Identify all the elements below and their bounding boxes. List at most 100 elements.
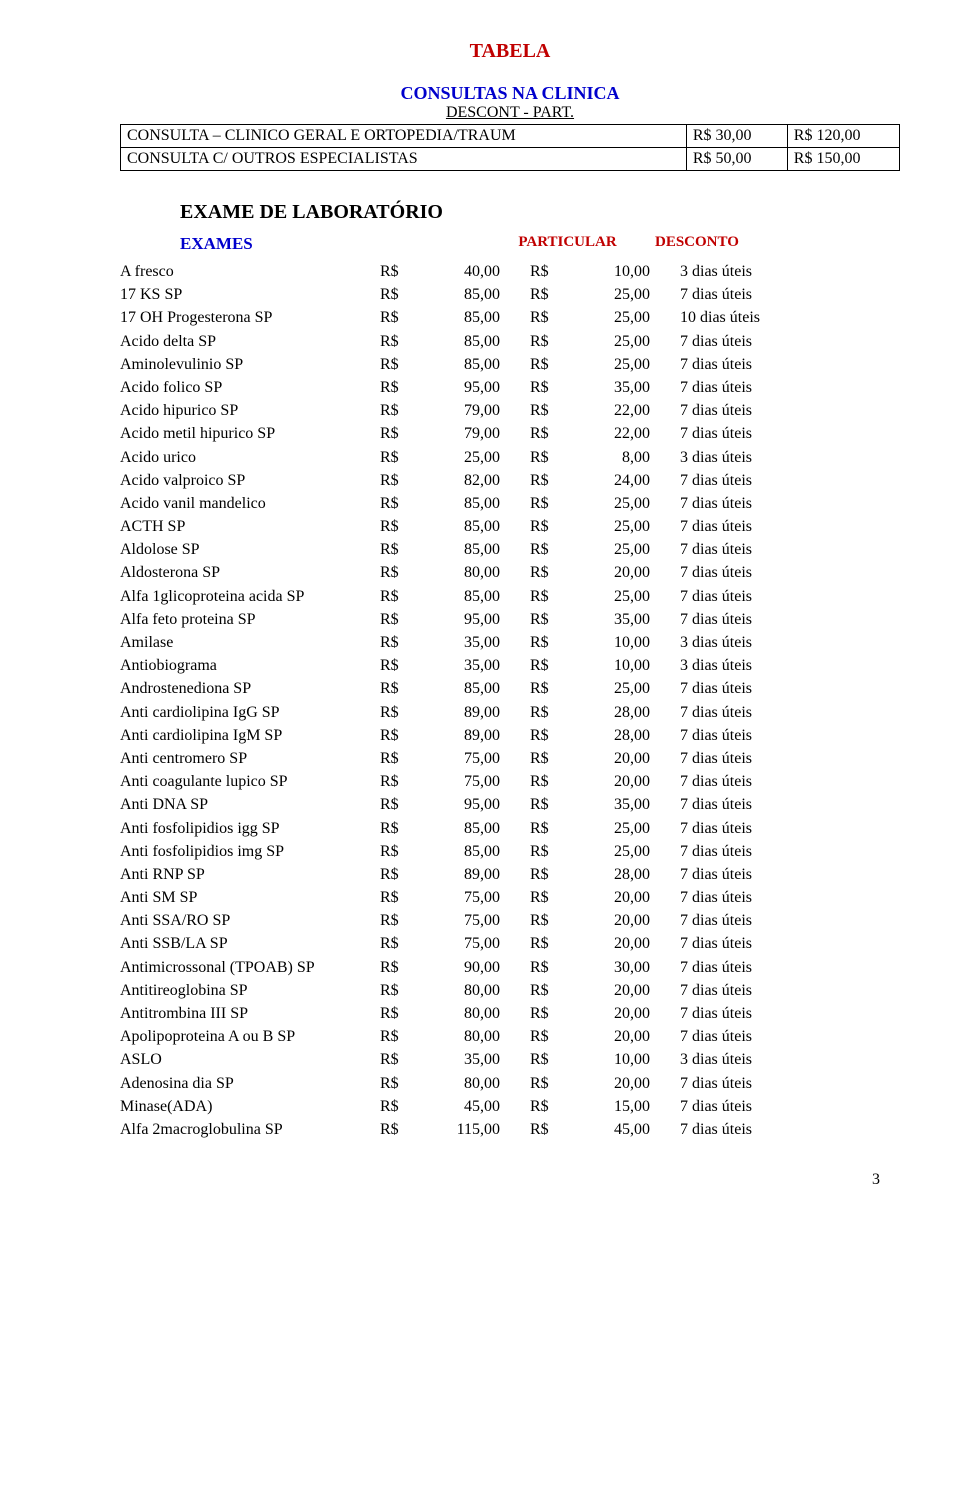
lab-currency-particular: R$ (380, 1118, 420, 1141)
lab-currency-discount: R$ (530, 538, 570, 561)
lab-row: Anti centromero SPR$75,00R$20,007 dias ú… (120, 747, 900, 770)
lab-particular-value: 25,00 (420, 446, 530, 469)
lab-exam-name: Antitrombina III SP (120, 1002, 380, 1025)
lab-exam-name: Acido vanil mandelico (120, 492, 380, 515)
consult-discount: R$ 30,00 (686, 125, 787, 148)
lab-particular-value: 80,00 (420, 1072, 530, 1095)
lab-discount-value: 35,00 (570, 376, 680, 399)
lab-currency-discount: R$ (530, 1025, 570, 1048)
lab-table-body: A frescoR$40,00R$10,003 dias úteis17 KS … (120, 260, 900, 1141)
lab-row: Acido folico SPR$95,00R$35,007 dias útei… (120, 376, 900, 399)
lab-term: 7 dias úteis (680, 956, 900, 979)
lab-currency-discount: R$ (530, 330, 570, 353)
lab-currency-discount: R$ (530, 932, 570, 955)
lab-particular-value: 80,00 (420, 561, 530, 584)
lab-exam-name: Anti RNP SP (120, 863, 380, 886)
consult-table: CONSULTA – CLINICO GERAL E ORTOPEDIA/TRA… (120, 124, 900, 171)
lab-exam-name: Anti centromero SP (120, 747, 380, 770)
lab-currency-particular: R$ (380, 585, 420, 608)
lab-term: 7 dias úteis (680, 422, 900, 445)
lab-exam-name: Aminolevulinio SP (120, 353, 380, 376)
lab-currency-particular: R$ (380, 376, 420, 399)
lab-term: 7 dias úteis (680, 538, 900, 561)
lab-currency-discount: R$ (530, 654, 570, 677)
lab-currency-particular: R$ (380, 353, 420, 376)
lab-particular-value: 85,00 (420, 306, 530, 329)
lab-exam-name: Acido delta SP (120, 330, 380, 353)
lab-discount-value: 15,00 (570, 1095, 680, 1118)
lab-term: 7 dias úteis (680, 1025, 900, 1048)
lab-term: 7 dias úteis (680, 1095, 900, 1118)
lab-particular-value: 115,00 (420, 1118, 530, 1141)
lab-currency-discount: R$ (530, 585, 570, 608)
lab-currency-discount: R$ (530, 608, 570, 631)
lab-exam-name: Adenosina dia SP (120, 1072, 380, 1095)
lab-term: 7 dias úteis (680, 608, 900, 631)
lab-exam-name: Alfa 2macroglobulina SP (120, 1118, 380, 1141)
consult-discount: R$ 50,00 (686, 148, 787, 171)
lab-currency-discount: R$ (530, 631, 570, 654)
lab-particular-value: 85,00 (420, 330, 530, 353)
lab-discount-value: 22,00 (570, 422, 680, 445)
lab-discount-value: 20,00 (570, 886, 680, 909)
lab-row: Acido uricoR$25,00R$8,003 dias úteis (120, 446, 900, 469)
lab-term: 7 dias úteis (680, 863, 900, 886)
lab-exam-name: Antimicrossonal (TPOAB) SP (120, 956, 380, 979)
lab-row: Antitrombina III SPR$80,00R$20,007 dias … (120, 1002, 900, 1025)
lab-currency-discount: R$ (530, 399, 570, 422)
lab-particular-value: 40,00 (420, 260, 530, 283)
lab-discount-value: 25,00 (570, 353, 680, 376)
lab-row: Aldolose SPR$85,00R$25,007 dias úteis (120, 538, 900, 561)
lab-discount-value: 28,00 (570, 724, 680, 747)
lab-row: Apolipoproteina A ou B SPR$80,00R$20,007… (120, 1025, 900, 1048)
lab-section-title: EXAME DE LABORATÓRIO (180, 201, 900, 224)
lab-term: 7 dias úteis (680, 515, 900, 538)
lab-exam-name: Alfa feto proteina SP (120, 608, 380, 631)
lab-particular-value: 85,00 (420, 353, 530, 376)
lab-discount-value: 20,00 (570, 561, 680, 584)
lab-term: 7 dias úteis (680, 283, 900, 306)
lab-currency-discount: R$ (530, 1072, 570, 1095)
lab-term: 7 dias úteis (680, 376, 900, 399)
lab-particular-value: 80,00 (420, 979, 530, 1002)
lab-term: 7 dias úteis (680, 979, 900, 1002)
lab-currency-discount: R$ (530, 446, 570, 469)
lab-particular-value: 89,00 (420, 724, 530, 747)
lab-particular-value: 75,00 (420, 747, 530, 770)
lab-currency-particular: R$ (380, 1048, 420, 1071)
lab-term: 3 dias úteis (680, 446, 900, 469)
lab-currency-discount: R$ (530, 306, 570, 329)
lab-currency-discount: R$ (530, 863, 570, 886)
lab-currency-discount: R$ (530, 1095, 570, 1118)
lab-exam-name: Anti cardiolipina IgM SP (120, 724, 380, 747)
lab-row: Acido valproico SPR$82,00R$24,007 dias ú… (120, 469, 900, 492)
lab-term: 10 dias úteis (680, 306, 900, 329)
lab-row: Adenosina dia SPR$80,00R$20,007 dias úte… (120, 1072, 900, 1095)
lab-discount-value: 28,00 (570, 863, 680, 886)
lab-term: 7 dias úteis (680, 330, 900, 353)
lab-currency-particular: R$ (380, 469, 420, 492)
lab-currency-particular: R$ (380, 260, 420, 283)
lab-currency-discount: R$ (530, 561, 570, 584)
lab-discount-value: 24,00 (570, 469, 680, 492)
lab-discount-value: 35,00 (570, 608, 680, 631)
lab-particular-value: 95,00 (420, 376, 530, 399)
lab-currency-particular: R$ (380, 654, 420, 677)
lab-term: 7 dias úteis (680, 770, 900, 793)
lab-currency-particular: R$ (380, 538, 420, 561)
lab-row: Anti DNA SPR$95,00R$35,007 dias úteis (120, 793, 900, 816)
lab-row: Alfa feto proteina SPR$95,00R$35,007 dia… (120, 608, 900, 631)
lab-particular-value: 95,00 (420, 793, 530, 816)
lab-row: ASLOR$35,00R$10,003 dias úteis (120, 1048, 900, 1071)
lab-row: Acido metil hipurico SPR$79,00R$22,007 d… (120, 422, 900, 445)
lab-currency-discount: R$ (530, 1002, 570, 1025)
lab-exam-name: Minase(ADA) (120, 1095, 380, 1118)
lab-currency-discount: R$ (530, 283, 570, 306)
lab-discount-value: 8,00 (570, 446, 680, 469)
lab-exam-name: Anti SM SP (120, 886, 380, 909)
lab-discount-value: 10,00 (570, 1048, 680, 1071)
lab-term: 7 dias úteis (680, 561, 900, 584)
lab-particular-value: 75,00 (420, 770, 530, 793)
lab-currency-particular: R$ (380, 932, 420, 955)
lab-row: Minase(ADA)R$45,00R$15,007 dias úteis (120, 1095, 900, 1118)
